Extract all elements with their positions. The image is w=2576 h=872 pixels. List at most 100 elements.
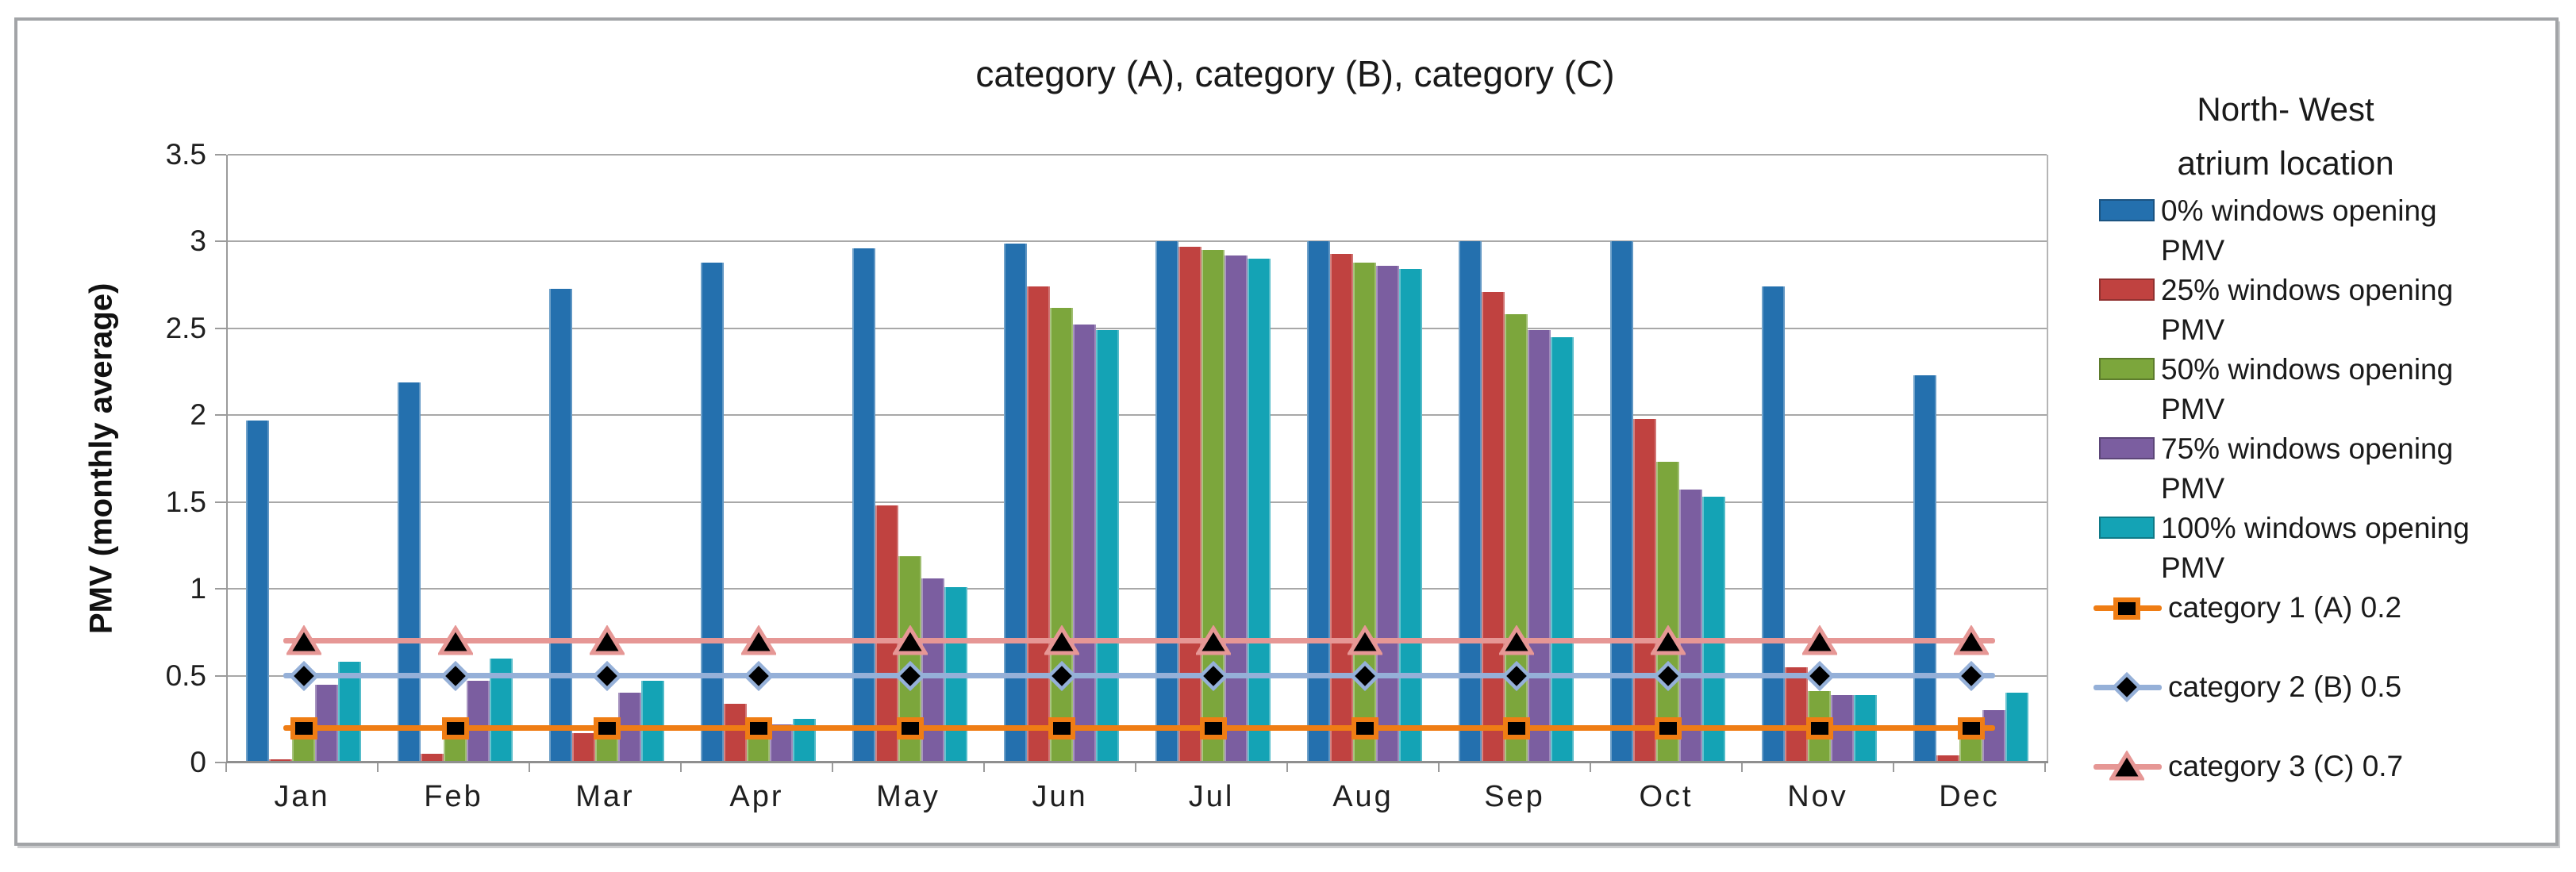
triangle-marker-jan (285, 624, 322, 657)
legend-marker-diamond (2109, 671, 2144, 703)
y-tick-label-0: 0 (190, 746, 206, 778)
y-tick-label-2-5: 2.5 (165, 311, 206, 344)
bar-0pct-dec (1913, 375, 1936, 763)
gridline-1 (228, 588, 2047, 590)
diamond-marker-mar (590, 660, 625, 692)
legend-label-0pct-line-2: PMV (2161, 234, 2225, 267)
bar-75pct-jan (315, 684, 338, 763)
diamond-marker-aug (1348, 660, 1382, 692)
x-axis-tick-10 (1741, 763, 1743, 772)
y-tick-label-1: 1 (190, 572, 206, 605)
bar-25pct-jun (1027, 286, 1050, 763)
diamond-marker-icon (743, 660, 774, 691)
gridline-3.5 (228, 154, 2047, 156)
gridline-3 (228, 240, 2047, 243)
ref-line-category-3 (283, 638, 1995, 644)
diamond-marker-icon (591, 660, 622, 691)
x-tick-label-nov: Nov (1787, 780, 1848, 813)
y-axis-tick-2 (215, 414, 226, 417)
bar-75pct-oct (1679, 490, 1702, 763)
triangle-marker-icon (1952, 624, 1990, 655)
square-marker-apr (741, 712, 776, 743)
bar-25pct-feb (421, 754, 444, 763)
x-axis-tick-8 (1438, 763, 1440, 772)
legend-label-50pct-line-2: PMV (2161, 393, 2225, 425)
bar-100pct-dec (2005, 693, 2028, 763)
x-axis-tick-2 (529, 763, 530, 772)
bar-75pct-sep (1528, 330, 1551, 763)
y-axis-tick-0 (215, 762, 226, 763)
x-axis-tick-5 (983, 763, 985, 772)
x-axis-line (226, 761, 2048, 763)
x-tick-label-jan: Jan (274, 780, 330, 813)
diamond-marker-icon (1198, 660, 1228, 691)
legend-label-0pct-line-1: 0% windows opening (2161, 194, 2437, 227)
bar-100pct-oct (1702, 497, 1725, 763)
bar-75pct-jun (1073, 325, 1096, 763)
square-marker-icon (593, 717, 621, 740)
x-tick-label-mar: Mar (575, 780, 635, 813)
triangle-marker-dec (1952, 624, 1990, 657)
bar-0pct-jul (1155, 241, 1178, 763)
bar-25pct-oct (1633, 418, 1656, 763)
square-marker-oct (1651, 712, 1686, 743)
legend-label-category-3: category 3 (C) 0.7 (2168, 750, 2404, 782)
diamond-marker-nov (1802, 660, 1837, 692)
x-axis-tick-12 (2044, 763, 2046, 772)
x-tick-label-aug: Aug (1332, 780, 1394, 813)
triangle-marker-icon (1194, 624, 1232, 655)
y-tick-label-3-5: 3.5 (165, 138, 206, 171)
square-marker-icon (896, 717, 924, 740)
gridline-2.5 (228, 327, 2047, 329)
chart-title: category (A), category (B), category (C) (975, 53, 1615, 94)
bar-0pct-feb (398, 382, 421, 763)
bar-0pct-aug (1307, 241, 1330, 763)
diamond-marker-icon (1652, 660, 1683, 691)
bar-0pct-jan (246, 420, 269, 763)
bar-25pct-sep (1482, 291, 1505, 763)
legend-swatch-25pct (2099, 279, 2155, 301)
figure-border (14, 17, 2559, 846)
x-tick-label-feb: Feb (424, 780, 483, 813)
ref-line-category-1 (283, 724, 1995, 731)
diamond-marker-may (893, 660, 928, 692)
triangle-marker-sep (1498, 624, 1535, 657)
y-axis-tick-1.5 (215, 501, 226, 503)
square-marker-jul (1196, 712, 1231, 743)
bar-75pct-may (921, 578, 944, 763)
y-tick-label-0-5: 0.5 (165, 659, 206, 692)
legend-marker-triangle (2108, 750, 2146, 782)
bar-100pct-mar (641, 681, 664, 763)
square-marker-icon (1502, 717, 1530, 740)
bar-25pct-may (875, 505, 898, 763)
triangle-marker-icon (285, 624, 322, 655)
triangle-marker-icon (588, 624, 625, 655)
x-axis-tick-7 (1286, 763, 1288, 772)
bar-0pct-oct (1610, 241, 1633, 763)
legend-label-50pct-line-1: 50% windows opening (2161, 353, 2454, 386)
bar-25pct-jan (269, 759, 292, 763)
bar-0pct-may (852, 248, 875, 763)
legend-label-25pct-line-2: PMV (2161, 313, 2225, 346)
x-axis-tick-9 (1590, 763, 1591, 772)
triangle-marker-icon (1649, 624, 1686, 655)
plot-area (226, 154, 2048, 763)
x-tick-label-apr: Apr (729, 780, 784, 813)
bar-50pct-sep (1505, 314, 1528, 763)
bar-50pct-jun (1050, 307, 1073, 763)
legend-swatch-50pct (2099, 358, 2155, 380)
ref-line-category-2 (283, 673, 1995, 679)
bar-0pct-jun (1004, 243, 1027, 763)
diamond-marker-icon (1046, 660, 1077, 691)
legend-title-line-1: North- West (2197, 90, 2374, 128)
x-tick-label-jun: Jun (1032, 780, 1088, 813)
triangle-marker-oct (1649, 624, 1686, 657)
diamond-marker-jul (1196, 660, 1231, 692)
square-marker-aug (1348, 712, 1382, 743)
triangle-marker-icon (1801, 624, 1838, 655)
diamond-marker-jan (286, 660, 321, 692)
diamond-marker-oct (1651, 660, 1686, 692)
triangle-marker-may (891, 624, 929, 657)
bar-25pct-apr (724, 703, 747, 763)
